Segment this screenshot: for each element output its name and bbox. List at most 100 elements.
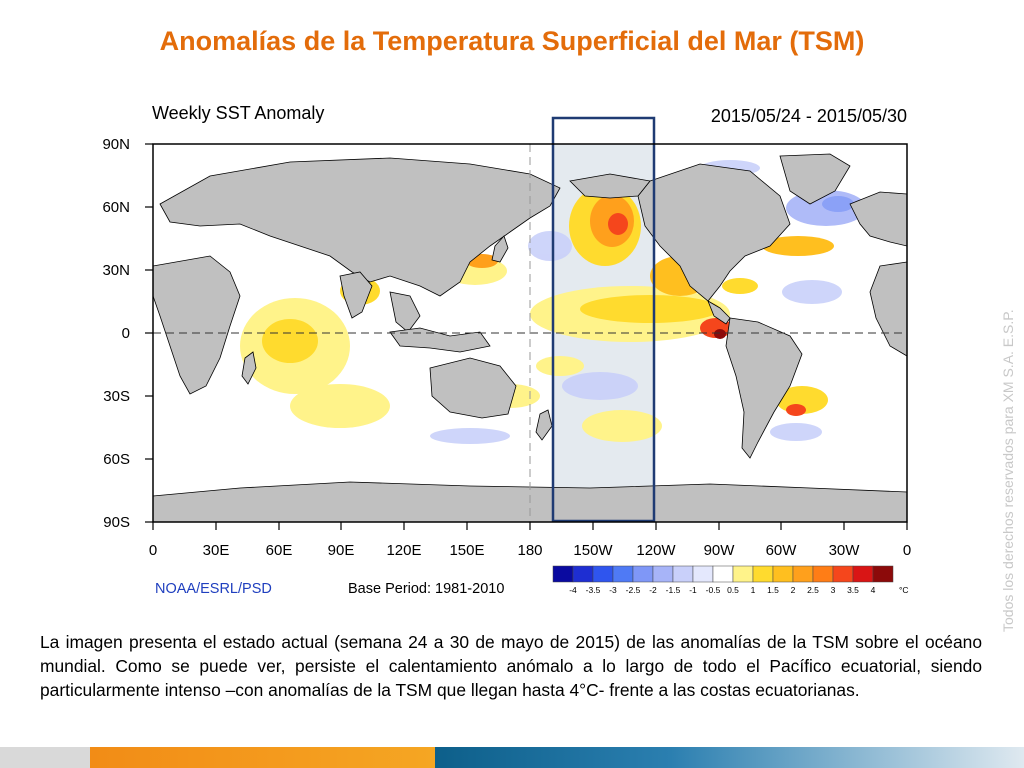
colorbar-tick-label: -4	[569, 585, 577, 595]
colorbar-unit: °C	[899, 585, 909, 595]
cold-anomaly-n-atlantic-core	[822, 196, 854, 212]
land-madagascar	[241, 351, 257, 385]
land-central-america	[707, 300, 731, 325]
land-australia	[429, 357, 517, 419]
lat-label-90s: 90S	[103, 514, 130, 531]
colorbar-swatch	[812, 565, 834, 583]
colorbar-swatch	[832, 565, 854, 583]
lat-label-30n: 30N	[102, 262, 130, 279]
lon-label-60e: 60E	[266, 542, 293, 559]
lon-label-150w: 150W	[573, 542, 613, 559]
lon-label-0-east: 0	[903, 542, 911, 559]
warm-anomaly-s-pacific-central	[536, 356, 584, 376]
footer-segment-orange	[90, 747, 435, 768]
colorbar-swatch	[592, 565, 614, 583]
warm-anomaly-blob-peak	[608, 213, 628, 235]
lon-label-60w: 60W	[766, 542, 798, 559]
land-alaska	[569, 173, 651, 199]
colorbar-tick-label: -0.5	[706, 585, 721, 595]
lon-label-150e: 150E	[449, 542, 484, 559]
colorbar-tick-label: 3	[831, 585, 836, 595]
lat-label-60s: 60S	[103, 451, 130, 468]
warm-anomaly-brazil-coast	[786, 404, 806, 416]
colorbar-tick-label: 3.5	[847, 585, 859, 595]
colorbar-swatch	[632, 565, 654, 583]
sst-anomaly-map: Weekly SST Anomaly 2015/05/24 - 2015/05/…	[90, 96, 920, 606]
land-south-america	[725, 317, 803, 459]
lon-label-30w: 30W	[829, 542, 861, 559]
warm-anomaly-caribbean	[722, 278, 758, 294]
lat-label-30s: 30S	[103, 388, 130, 405]
cold-anomaly-s-atlantic	[770, 423, 822, 441]
cold-anomaly-s-pacific	[562, 372, 638, 400]
cold-anomaly-w-atlantic	[782, 280, 842, 304]
cold-anomaly-southern	[430, 428, 510, 444]
colorbar-swatch	[652, 565, 674, 583]
cold-anomaly-ne-pacific	[528, 231, 572, 261]
land-north-america	[637, 163, 791, 302]
cold-anomaly-layer	[430, 160, 866, 444]
warm-anomaly-s-indian	[290, 384, 390, 428]
footer-segment-grey	[0, 747, 90, 768]
lon-label-90w: 90W	[704, 542, 736, 559]
colorbar-tick-label: -1	[689, 585, 697, 595]
axis-ticks	[145, 143, 908, 530]
colorbar-swatch	[712, 565, 734, 583]
colorbar-tick-label: 0.5	[727, 585, 739, 595]
warm-anomaly-equatorial-core	[580, 295, 720, 323]
land-new-zealand	[535, 409, 553, 441]
warm-anomaly-ecuador-peak	[714, 329, 726, 339]
land-africa	[153, 255, 241, 395]
copyright-watermark: Todos los derechos reservados para XM S.…	[1000, 309, 1016, 632]
colorbar-tick-label: 1.5	[767, 585, 779, 595]
colorbar-swatch	[772, 565, 794, 583]
data-source: NOAA/ESRL/PSD	[155, 581, 272, 597]
land-eurasia	[159, 157, 561, 297]
colorbar-swatch	[552, 565, 574, 583]
warm-anomaly-indian-core	[262, 319, 318, 363]
colorbar-swatch	[612, 565, 634, 583]
lon-label-0: 0	[149, 542, 157, 559]
lat-label-0: 0	[122, 325, 130, 342]
map-date-range: 2015/05/24 - 2015/05/30	[711, 106, 907, 126]
base-period: Base Period: 1981-2010	[348, 581, 504, 597]
land-greenland	[779, 153, 851, 205]
land-japan	[491, 235, 509, 263]
slide-title: Anomalías de la Temperatura Superficial …	[159, 26, 865, 56]
lon-label-90e: 90E	[328, 542, 355, 559]
lon-label-120w: 120W	[636, 542, 676, 559]
lat-label-90n: 90N	[102, 136, 130, 153]
colorbar-tick-label: -3	[609, 585, 617, 595]
warm-anomaly-n-atlantic	[762, 236, 834, 256]
colorbar-swatch	[732, 565, 754, 583]
colorbar-tick-label: -2.5	[626, 585, 641, 595]
colorbar-tick-label: 2.5	[807, 585, 819, 595]
lon-label-180: 180	[517, 542, 542, 559]
colorbar-tick-label: -3.5	[586, 585, 601, 595]
land-europe	[849, 191, 907, 247]
colorbar-swatch	[692, 565, 714, 583]
colorbar-swatch	[572, 565, 594, 583]
colorbar-swatch	[852, 565, 874, 583]
colorbar-swatch	[872, 565, 894, 583]
land-maritime-continent	[389, 327, 491, 353]
land-southeast-asia	[389, 291, 421, 333]
colorbar-swatch	[672, 565, 694, 583]
footer-segment-blue	[435, 747, 1024, 768]
colorbar-tick-label: -2	[649, 585, 657, 595]
lon-label-30e: 30E	[203, 542, 230, 559]
land-indian-subcontinent	[339, 271, 373, 319]
warm-anomaly-s-pacific-east	[582, 410, 662, 442]
colorbar-swatch	[792, 565, 814, 583]
colorbar-tick-label: 4	[871, 585, 876, 595]
colorbar-tick-label: 2	[791, 585, 796, 595]
footer-bar	[0, 747, 1024, 768]
colorbar-swatch	[752, 565, 774, 583]
map-title: Weekly SST Anomaly	[152, 103, 324, 123]
colorbar-tick-label: 1	[751, 585, 756, 595]
colorbar: -4 -3.5 -3 -2.5 -2 -1.5 -1 -0.5 0.5 1 1.5 2 2.5 3 3.5 4…	[552, 565, 909, 595]
caption-text: La imagen presenta el estado actual (sem…	[40, 632, 982, 700]
lon-label-120e: 120E	[386, 542, 421, 559]
nino-highlight-box	[551, 116, 656, 523]
colorbar-tick-label: -1.5	[666, 585, 681, 595]
